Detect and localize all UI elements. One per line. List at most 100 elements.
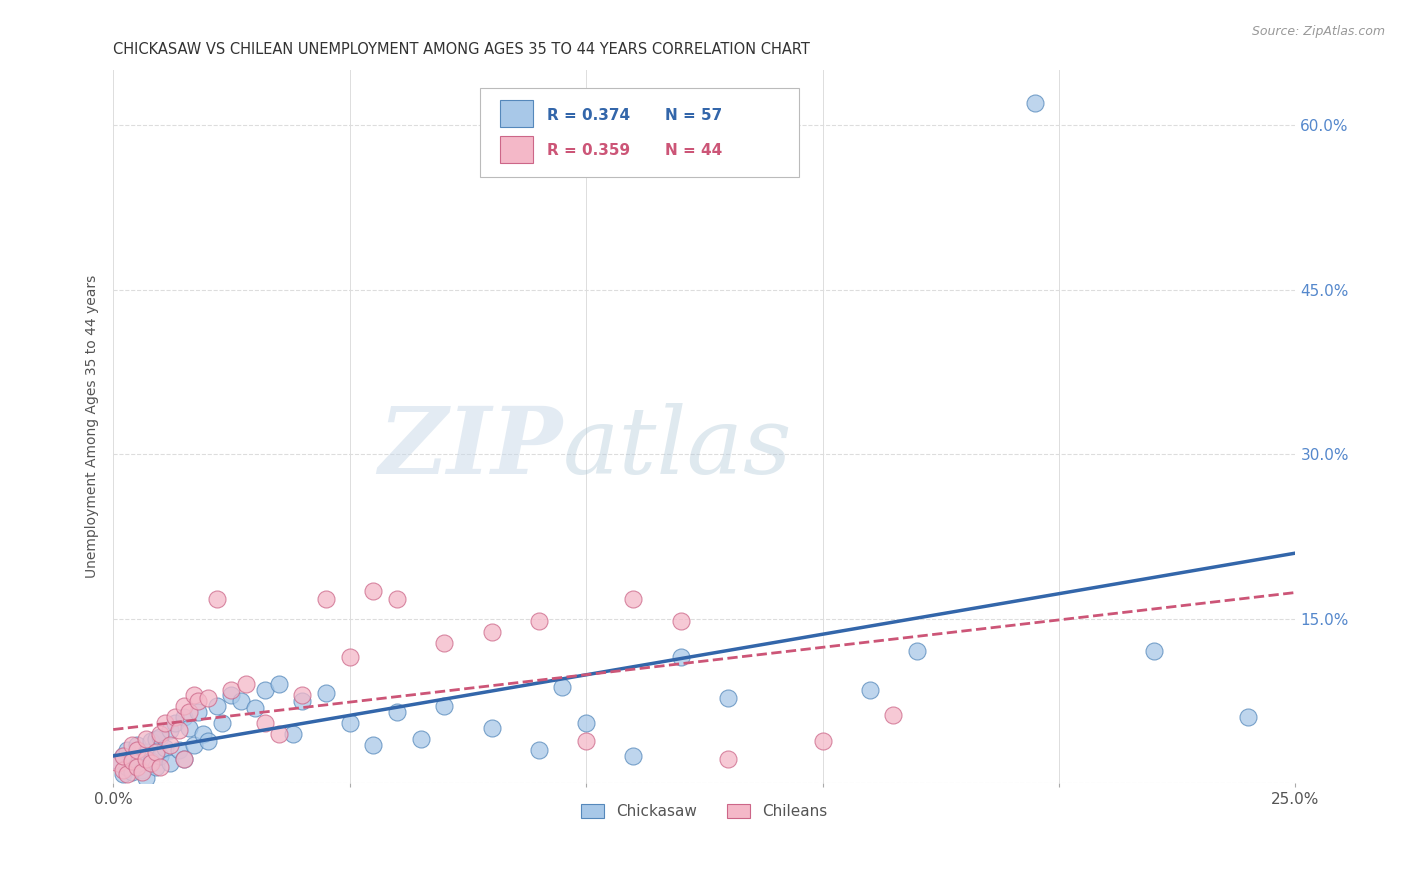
Point [339, 715, 361, 730]
Point [669, 650, 692, 665]
Point [811, 734, 834, 748]
Point [481, 721, 503, 735]
Point [159, 738, 181, 752]
Point [207, 699, 229, 714]
Text: Source: ZipAtlas.com: Source: ZipAtlas.com [1251, 25, 1385, 38]
Point [131, 763, 153, 777]
Text: CHICKASAW VS CHILEAN UNEMPLOYMENT AMONG AGES 35 TO 44 YEARS CORRELATION CHART: CHICKASAW VS CHILEAN UNEMPLOYMENT AMONG … [114, 42, 810, 57]
Point [149, 759, 172, 773]
Point [121, 738, 143, 752]
Text: N = 44: N = 44 [665, 144, 723, 159]
Point [221, 682, 243, 697]
Point [125, 756, 148, 771]
Point [551, 680, 574, 694]
Point [139, 754, 162, 768]
Point [243, 701, 266, 715]
Point [117, 767, 139, 781]
Point [155, 715, 177, 730]
Point [409, 732, 432, 747]
Point [121, 752, 143, 766]
Point [267, 677, 290, 691]
Point [905, 644, 928, 658]
Point [121, 765, 143, 780]
Point [191, 727, 214, 741]
Point [183, 689, 205, 703]
Point [197, 690, 219, 705]
Point [163, 710, 186, 724]
Point [107, 754, 129, 768]
Point [253, 715, 276, 730]
Point [717, 690, 740, 705]
Point [291, 689, 314, 703]
Point [315, 591, 337, 606]
Point [385, 591, 408, 606]
Point [385, 705, 408, 719]
Point [145, 759, 167, 773]
Point [111, 748, 134, 763]
Point [291, 694, 314, 708]
Point [125, 738, 148, 752]
Point [111, 748, 134, 763]
Point [717, 752, 740, 766]
Point [135, 771, 157, 785]
Point [173, 752, 195, 766]
Point [669, 614, 692, 628]
Point [139, 734, 162, 748]
Text: R = 0.374: R = 0.374 [547, 108, 630, 123]
Point [339, 650, 361, 665]
Point [135, 732, 157, 747]
Point [235, 677, 257, 691]
Point [1142, 644, 1164, 658]
Text: ZIP: ZIP [378, 403, 562, 493]
Point [169, 743, 191, 757]
Point [267, 727, 290, 741]
Point [621, 591, 644, 606]
Point [481, 624, 503, 639]
Point [155, 741, 177, 756]
Point [1024, 96, 1046, 111]
Point [111, 767, 134, 781]
Point [149, 730, 172, 744]
Point [139, 756, 162, 771]
Point [882, 708, 904, 723]
Point [433, 636, 456, 650]
Point [125, 759, 148, 773]
Point [207, 591, 229, 606]
Point [859, 682, 882, 697]
Point [173, 699, 195, 714]
Point [315, 686, 337, 700]
Point [117, 743, 139, 757]
Point [361, 738, 384, 752]
Point [149, 727, 172, 741]
Point [117, 759, 139, 773]
Point [173, 752, 195, 766]
Point [253, 682, 276, 697]
Point [149, 748, 172, 763]
Point [361, 584, 384, 599]
Point [169, 723, 191, 738]
Point [111, 763, 134, 777]
Point [433, 699, 456, 714]
Bar [499, 136, 533, 163]
Point [527, 614, 550, 628]
Point [621, 748, 644, 763]
Text: R = 0.359: R = 0.359 [547, 144, 630, 159]
Point [211, 715, 233, 730]
Point [197, 734, 219, 748]
Point [135, 745, 157, 759]
Point [163, 715, 186, 730]
Point [229, 694, 252, 708]
Bar [499, 101, 533, 128]
Point [177, 705, 200, 719]
Point [159, 756, 181, 771]
Legend: Chickasaw, Chileans: Chickasaw, Chileans [575, 798, 834, 825]
Point [527, 743, 550, 757]
Point [131, 765, 153, 780]
Point [221, 689, 243, 703]
Point [1237, 710, 1260, 724]
Point [187, 705, 209, 719]
Y-axis label: Unemployment Among Ages 35 to 44 years: Unemployment Among Ages 35 to 44 years [86, 275, 100, 578]
Point [173, 710, 195, 724]
Point [121, 754, 143, 768]
FancyBboxPatch shape [479, 88, 799, 178]
